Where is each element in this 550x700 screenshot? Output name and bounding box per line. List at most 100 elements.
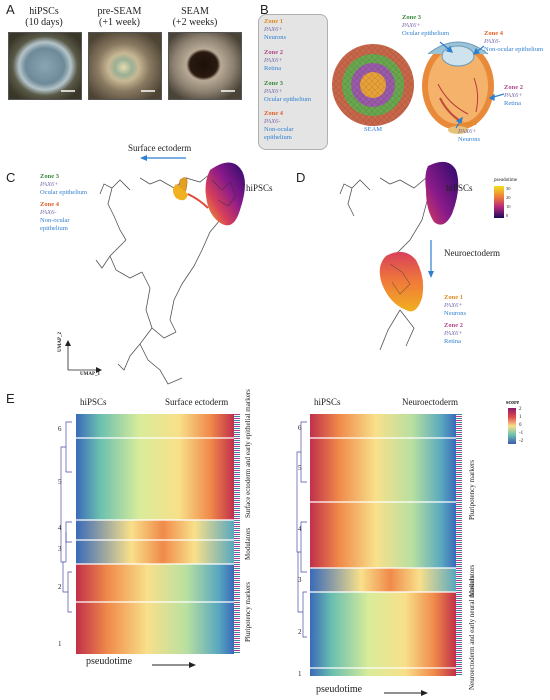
pseudotime-tick-20: 20 (506, 195, 511, 200)
c-zone4-desc2: epithelium (40, 225, 68, 232)
photo-pre-seam (88, 32, 162, 100)
pseudotime-legend-title: pseudotime (494, 178, 518, 183)
zone1-desc: Neurons (264, 34, 287, 41)
eye-zone3-desc: Ocular epithelium (402, 30, 450, 37)
heatmap-right-genes (456, 414, 462, 676)
panel-d-arrow-label: Neuroectoderm (444, 248, 500, 258)
c-zone3-desc: Ocular epithelium (40, 189, 88, 196)
right-group-label-3: Neuroectoderm and early neural markers (468, 575, 476, 690)
c-zone4-desc1: Non-ocular (40, 217, 70, 224)
d-zone1-gene: PAX6+ (444, 302, 463, 309)
left-cluster-1: 1 (58, 640, 62, 648)
panel-d-direction-arrow (428, 240, 434, 278)
score-tick-m1: -1 (519, 431, 524, 436)
zone1-gene: PAX6+ (264, 26, 283, 33)
left-pseudotime-arrow (152, 662, 196, 668)
seam-label: SEAM (364, 126, 383, 133)
heatmap-right (310, 414, 456, 676)
eye-zone4-gene: PAX6- (484, 38, 501, 45)
heatmap-right-start: hiPSCs (314, 397, 341, 407)
heatmap-left-end: Surface ectoderm (165, 397, 229, 407)
umap-c-yaxis-label: UMAP_2 (58, 332, 63, 352)
d-zone2-desc: Retina (444, 338, 461, 345)
zone2-desc: Retina (264, 65, 281, 72)
panel-c-zone4: Zone 4 PAX6- Non-ocular epithelium (40, 201, 70, 233)
pseudotime-tick-0: 0 (506, 213, 509, 218)
panel-b-label: B (260, 2, 269, 17)
panel-c-cluster-label: hiPSCs (246, 183, 273, 193)
left-group-label-2: Modulators (244, 527, 252, 560)
zone-legend-4: Zone 4 PAX6- Non-ocular epithelium (264, 110, 322, 142)
c-zone3-gene: PAX6+ (40, 181, 59, 188)
zone-legend-1: Zone 1 PAX6+ Neurons (264, 18, 286, 42)
panel-a-caption-1: hiPSCs (10 days) (14, 6, 74, 28)
d-zone2-gene: PAX6+ (444, 330, 463, 337)
heatmap-right-dendrogram (296, 421, 307, 638)
score-tick-1: 1 (519, 415, 522, 420)
panel-a-caption-3: SEAM (+2 weeks) (165, 6, 225, 28)
caption-2-line1: pre-SEAM (97, 6, 142, 17)
heatmap-left-genes (234, 414, 240, 654)
eye-zone2-title: Zone 2 (504, 84, 523, 91)
umap-c-xaxis-label: UMAP_1 (80, 372, 100, 377)
right-cluster-3: 3 (298, 576, 302, 584)
left-group-label-1: Surface ectoderm and early epithelial ma… (244, 389, 252, 518)
panel-d-zone1: Zone 1 PAX6+ Neurons (444, 294, 466, 318)
d-zone2-title: Zone 2 (444, 322, 463, 329)
panel-c-zone3: Zone 3 PAX6+ Ocular epithelium (40, 173, 87, 197)
umap-c-axes (65, 340, 102, 373)
score-tick-2: 2 (519, 407, 522, 412)
zone4-title: Zone 4 (264, 110, 283, 117)
eye-callout-zone2: Zone 2 PAX6+ Retina (504, 84, 523, 108)
c-zone3-title: Zone 3 (40, 173, 59, 180)
left-cluster-4: 4 (58, 524, 62, 532)
heatmap-left (76, 414, 234, 654)
eye-zone3-gene: PAX6+ (402, 22, 421, 29)
zone2-title: Zone 2 (264, 49, 283, 56)
right-pseudotime-arrow (384, 690, 428, 696)
panel-c-arrow-label: Surface ectoderm (128, 143, 192, 153)
eye-zone1-desc: Neurons (458, 136, 481, 143)
zone1-title: Zone 1 (264, 18, 283, 25)
zone4-desc: Non-ocular epithelium (264, 126, 294, 141)
panel-d-zone2: Zone 2 PAX6+ Retina (444, 322, 463, 346)
right-cluster-6: 6 (298, 424, 302, 432)
photo-seam (168, 32, 242, 100)
panel-d-cluster-label: hiPSCs (446, 183, 473, 193)
panel-a-label: A (6, 2, 15, 17)
pseudotime-tick-10: 10 (506, 204, 511, 209)
caption-1-line2: (10 days) (25, 17, 63, 28)
eye-callout-zone4: Zone 4 PAX6- Non-ocular epithelium (484, 30, 548, 54)
zone4-gene: PAX6- (264, 118, 281, 125)
zone3-gene: PAX6+ (264, 88, 283, 95)
d-zone1-desc: Neurons (444, 310, 467, 317)
caption-2-line2: (+1 week) (99, 17, 140, 28)
eye-callout-zone1: Zone 1 PAX6+ Neurons (458, 120, 480, 144)
score-legend-title: score (506, 400, 520, 406)
eye-callout-zone3: Zone 3 PAX6+ Ocular epithelium (402, 14, 449, 38)
right-group-label-1: Pluripotency markers (468, 459, 476, 520)
eye-callout-arrows (439, 41, 505, 129)
seam-diagram (332, 44, 414, 126)
caption-3-line2: (+2 weeks) (172, 17, 218, 28)
zone-legend-2: Zone 2 PAX6+ Retina (264, 49, 283, 73)
eye-zone2-gene: PAX6+ (504, 92, 523, 99)
panel-a-caption-2: pre-SEAM (+1 week) (87, 6, 152, 28)
umap-c (95, 162, 245, 385)
left-cluster-6: 6 (58, 425, 62, 433)
heatmap-right-end: Neuroectoderm (402, 397, 458, 407)
umap-d (339, 161, 459, 351)
caption-3-line1: SEAM (181, 6, 209, 17)
left-group-label-3: Pluripotency markers (244, 581, 252, 642)
heatmap-left-start: hiPSCs (80, 397, 107, 407)
pseudotime-tick-30: 30 (506, 186, 511, 191)
panel-c-direction-arrow (140, 155, 186, 161)
c-zone4-title: Zone 4 (40, 201, 59, 208)
eye-zone1-title: Zone 1 (458, 120, 477, 127)
eye-zone4-desc: Non-ocular epithelium (484, 46, 544, 53)
zone-legend-box (258, 14, 328, 150)
score-colorbar (508, 408, 516, 444)
eye-zone4-title: Zone 4 (484, 30, 503, 37)
d-zone1-title: Zone 1 (444, 294, 463, 301)
right-cluster-2: 2 (298, 628, 302, 636)
